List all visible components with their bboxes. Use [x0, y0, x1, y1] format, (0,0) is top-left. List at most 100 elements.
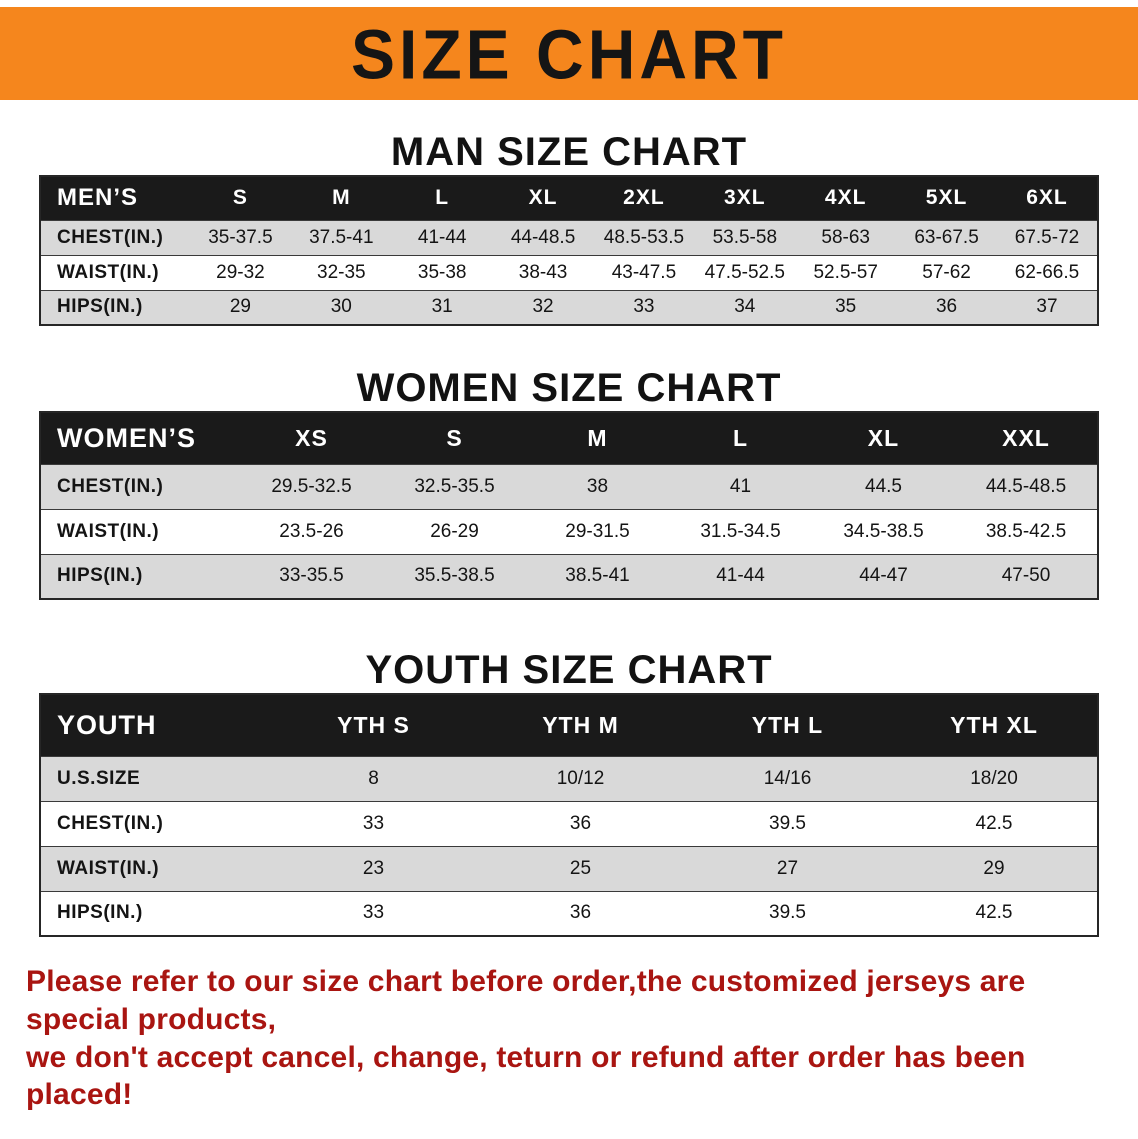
size-value-cell: 57-62 [922, 261, 971, 283]
size-value-cell: 67.5-72 [1014, 226, 1080, 248]
size-value-cell: 36 [569, 902, 592, 924]
size-value-cell: 29-31.5 [565, 520, 630, 542]
row-label: WAIST(IN.) [57, 261, 160, 283]
size-value-cell: 30 [330, 296, 352, 318]
row-label: WAIST(IN.) [57, 857, 160, 879]
size-value-cell: 26-29 [430, 520, 479, 542]
table-header-row: YOUTH YTH S YTH M YTH L YTH XL [40, 694, 1098, 756]
row-label: CHEST(IN.) [57, 812, 164, 834]
table-row: U.S.SIZE 8 10/12 14/16 18/20 [40, 756, 1098, 801]
size-value-cell: 37 [1036, 296, 1058, 318]
page-title: SIZE CHART [351, 14, 787, 93]
size-value-cell: 33 [362, 902, 385, 924]
size-value-cell: 32-35 [317, 261, 366, 283]
size-value-cell: 31.5-34.5 [700, 520, 781, 542]
size-header-cell: 6XL [1026, 186, 1068, 210]
size-value-cell: 23.5-26 [279, 520, 344, 542]
size-header-cell: YTH M [542, 711, 619, 738]
size-header-cell: XXL [1002, 424, 1050, 451]
size-header-cell: XL [867, 424, 900, 451]
size-value-cell: 10/12 [556, 767, 605, 789]
table-row: CHEST(IN.) 29.5-32.5 32.5-35.5 38 41 44.5 44.5… [40, 464, 1098, 509]
size-value-cell: 18/20 [970, 767, 1018, 789]
size-value-cell: 29.5-32.5 [271, 475, 352, 497]
table-title-cell: MEN’S [57, 184, 139, 212]
row-label: HIPS(IN.) [57, 296, 143, 318]
size-value-cell: 25 [569, 857, 592, 879]
table-row: HIPS(IN.) 33 36 39.5 42.5 [40, 891, 1098, 936]
size-value-cell: 53.5-58 [712, 226, 778, 248]
size-value-cell: 41-44 [716, 565, 765, 587]
table-header-row: MEN’S S M L XL 2XL 3XL 4XL 5XL 6XL [40, 176, 1098, 220]
size-value-cell: 32 [532, 296, 554, 318]
table-row: CHEST(IN.) 33 36 39.5 42.5 [40, 801, 1098, 846]
size-header-cell: 5XL [925, 186, 968, 210]
women-size-table: WOMEN’S XS S M L XL XXL CHEST(IN.) 29.5-32.5 32.5… [39, 411, 1099, 600]
size-value-cell: 47.5-52.5 [704, 261, 785, 283]
row-label: CHEST(IN.) [57, 475, 164, 497]
row-label: HIPS(IN.) [57, 565, 143, 587]
table-row: CHEST(IN.) 35-37.5 37.5-41 41-44 44-48.5 48.5… [40, 220, 1098, 255]
size-header-cell: XL [528, 186, 558, 210]
size-value-cell: 31 [431, 296, 453, 318]
size-value-cell: 34 [734, 296, 756, 318]
size-header-cell: M [332, 186, 351, 210]
table-row: WAIST(IN.) 23 25 27 29 [40, 846, 1098, 891]
size-value-cell: 29 [983, 857, 1005, 879]
size-value-cell: 23 [362, 857, 385, 879]
table-title-cell: YOUTH [57, 709, 157, 740]
table-row: WAIST(IN.) 23.5-26 26-29 29-31.5 31.5-34.5 34… [40, 509, 1098, 554]
women-section-heading: WOMEN SIZE CHART [356, 366, 782, 410]
size-value-cell: 42.5 [975, 812, 1013, 834]
youth-section-heading: YOUTH SIZE CHART [365, 648, 773, 692]
size-value-cell: 62-66.5 [1014, 261, 1080, 283]
size-value-cell: 29-32 [216, 261, 265, 283]
size-header-cell: YTH S [337, 711, 410, 738]
size-value-cell: 37.5-41 [309, 226, 374, 248]
row-label: U.S.SIZE [57, 767, 141, 789]
table-header-row: WOMEN’S XS S M L XL XXL [40, 412, 1098, 464]
men-size-table: MEN’S S M L XL 2XL 3XL 4XL 5XL 6XL CHEST(IN.) 35-37… [39, 175, 1099, 326]
row-label: HIPS(IN.) [57, 902, 143, 924]
disclaimer-line-1: Please refer to our size chart before or… [26, 965, 1026, 1036]
row-label: WAIST(IN.) [57, 520, 160, 542]
size-value-cell: 29 [229, 296, 251, 318]
size-value-cell: 52.5-57 [813, 261, 878, 283]
size-value-cell: 47-50 [1001, 565, 1051, 587]
size-value-cell: 48.5-53.5 [603, 226, 685, 248]
size-value-cell: 41-44 [417, 226, 467, 248]
size-value-cell: 39.5 [769, 902, 806, 924]
size-value-cell: 34.5-38.5 [843, 520, 924, 542]
size-value-cell: 36 [569, 812, 592, 834]
size-value-cell: 39.5 [769, 812, 806, 834]
size-value-cell: 35-38 [417, 261, 467, 283]
size-value-cell: 14/16 [763, 767, 812, 789]
size-value-cell: 63-67.5 [914, 226, 979, 248]
size-value-cell: 35-37.5 [208, 226, 273, 248]
youth-size-table: YOUTH YTH S YTH M YTH L YTH XL U.S.SIZE 8 10/12… [39, 693, 1099, 937]
size-header-cell: L [732, 424, 749, 451]
size-header-cell: 3XL [724, 186, 766, 210]
size-value-cell: 38 [586, 475, 609, 497]
table-row: HIPS(IN.) 33-35.5 35.5-38.5 38.5-41 41-44 44-… [40, 554, 1098, 599]
size-value-cell: 58-63 [821, 226, 870, 248]
size-value-cell: 38-43 [518, 261, 568, 283]
size-value-cell: 38.5-41 [565, 565, 630, 587]
size-value-cell: 27 [776, 857, 799, 879]
size-header-cell: 4XL [824, 186, 867, 210]
size-value-cell: 41 [729, 475, 752, 497]
man-section-heading: MAN SIZE CHART [390, 130, 748, 174]
size-value-cell: 44-48.5 [510, 226, 576, 248]
size-value-cell: 36 [935, 296, 958, 318]
size-header-cell: 2XL [623, 186, 665, 210]
disclaimer: Please refer to our size chart before or… [26, 963, 1118, 1114]
size-header-cell: S [446, 424, 463, 451]
size-value-cell: 8 [368, 767, 379, 789]
size-header-cell: YTH XL [950, 711, 1038, 738]
banner: SIZE CHART [0, 7, 1138, 100]
size-value-cell: 33 [362, 812, 385, 834]
size-chart-page: SIZE CHART MAN SIZE CHART MEN’S S M L XL 2XL 3… [0, 7, 1138, 1139]
size-header-cell: S [232, 186, 248, 210]
size-header-cell: M [587, 424, 608, 451]
row-label: CHEST(IN.) [57, 226, 164, 248]
